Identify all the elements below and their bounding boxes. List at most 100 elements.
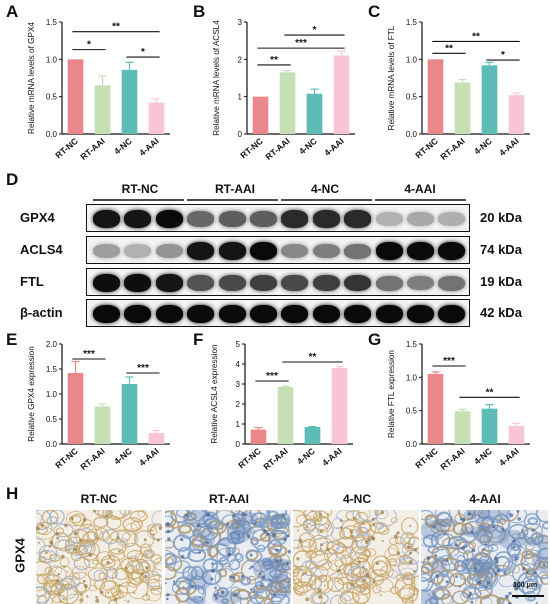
chart-c-bar-rt-aai	[454, 82, 471, 134]
blot-band	[438, 212, 466, 226]
chart-f-y-tick-label: 3	[236, 380, 241, 389]
histology-image-rt-nc	[36, 510, 162, 604]
blot-band	[281, 305, 309, 323]
chart-b-y-tick-label: 1	[238, 93, 243, 102]
panel-letter-g: G	[368, 330, 382, 349]
chart-e-errorbar-rt-aai	[98, 403, 107, 407]
chart-e-errorbar-rt-nc	[71, 360, 80, 373]
blot-kda-acls4: 74 kDa	[480, 242, 522, 257]
histology-texture	[421, 510, 548, 604]
blot-band	[281, 243, 309, 259]
chart-b-y-tick-label: 2	[238, 55, 243, 64]
chart-a-significance-label: *	[141, 47, 145, 58]
blot-band	[155, 274, 183, 292]
blot-band	[124, 305, 152, 323]
blot-band	[93, 244, 120, 258]
blot-band	[93, 305, 120, 323]
chart-f-x-tick-label: 4-AAI	[320, 446, 344, 468]
blot-band	[375, 212, 403, 226]
chart-f-errorbar-4-aai	[335, 366, 344, 368]
blot-band	[250, 274, 277, 292]
chart-a-x-tick-label: RT-NC	[53, 136, 80, 161]
chart-ftl-mrna: 0.0 0.5 1.0 1.5 Relative mRNA levels of FTL R…	[387, 18, 530, 162]
blot-band	[407, 242, 434, 260]
blot-band	[281, 274, 309, 292]
chart-a-significance-label: **	[112, 22, 120, 33]
chart-g-y-tick-label: 1.0	[406, 373, 418, 382]
chart-f-y-tick-label: 0	[236, 440, 241, 449]
blot-band	[155, 305, 183, 323]
chart-g-x-tick-label: 4-NC	[472, 446, 494, 467]
chart-c-x-tick-label: RT-NC	[413, 136, 440, 161]
chart-e-significance-label: ***	[137, 363, 149, 374]
histology-row-label: GPX4	[12, 538, 28, 573]
chart-e-y-tick-label: 0.0	[46, 440, 58, 449]
blot-band	[312, 305, 340, 323]
chart-f-bar-4-nc	[304, 427, 321, 444]
chart-f-significance-label: ***	[266, 371, 278, 382]
chart-a-y-tick-label: 0.5	[46, 93, 58, 102]
blot-band	[218, 211, 246, 227]
blot-band	[155, 243, 183, 259]
blot-band	[312, 210, 340, 228]
chart-c-errorbar-4-aai	[512, 92, 521, 96]
chart-acsl4-mrna: 0 1 2 3 Relative mRNA levels of ACSL4 RT-NCRT…	[212, 18, 355, 162]
chart-gpx4-mrna: 0.0 0.5 1.0 1.5 Relative mRNA levels of GPX4…	[27, 18, 170, 162]
chart-g-bar-rt-aai	[454, 411, 471, 444]
chart-g-y-tick-label: 0.5	[406, 407, 418, 416]
histology-label-rt-nc: RT-NC	[80, 492, 118, 506]
blot-strip-acls4	[86, 236, 470, 264]
histology-texture	[165, 510, 291, 604]
chart-c-significance-label: **	[445, 43, 453, 54]
western-blot: RT-NC RT-AAI 4-NC 4-AAI GPX4 20 kDa ACLS4 7…	[0, 178, 550, 328]
panel-letter-d: D	[6, 170, 19, 189]
chart-f-significance-label: **	[309, 352, 317, 363]
chart-e-x-tick-label: RT-NC	[53, 446, 80, 471]
blot-band	[187, 211, 215, 227]
blot-band	[93, 274, 120, 292]
chart-a-bar-rt-aai	[94, 85, 111, 134]
histology-label-4-aai: 4-AAI	[469, 492, 501, 506]
blot-kda-gpx4: 20 kDa	[480, 210, 522, 225]
histology-label-rt-aai: RT-AAI	[209, 492, 249, 506]
chart-f-x-tick-label: RT-NC	[236, 446, 263, 471]
panel-letter-a: A	[6, 2, 19, 21]
chart-c-y-tick-label: 1.5	[406, 18, 418, 27]
blot-band	[344, 243, 372, 259]
histology-texture	[293, 510, 419, 604]
chart-a-y-tick-label: 0.0	[46, 130, 58, 139]
blot-band	[312, 243, 340, 259]
chart-f-errorbar-rt-aai	[281, 385, 290, 387]
blot-row-label-acls4: ACLS4	[20, 242, 63, 257]
chart-ftl-expression: 0.0 0.5 1.0 1.5 Relative FTL expression RT-NC…	[387, 340, 530, 472]
histology-image-4-nc	[293, 510, 419, 604]
blot-band	[124, 244, 152, 258]
chart-g-errorbar-4-aai	[512, 422, 521, 426]
chart-a-bar-4-aai	[148, 102, 165, 134]
chart-c-bar-4-nc	[481, 65, 498, 134]
blot-band	[438, 275, 466, 291]
chart-f-x-tick-label: RT-AAI	[261, 446, 289, 472]
chart-e-errorbar-4-nc	[125, 376, 134, 384]
chart-b-y-tick-label: 0	[238, 130, 243, 139]
blot-row-label-actin: β-actin	[20, 305, 63, 320]
chart-g-y-axis-label: Relative FTL expression	[387, 350, 396, 438]
chart-g-y-tick-label: 1.5	[406, 340, 418, 349]
blot-band	[312, 274, 340, 292]
chart-f-y-axis-label: Relative ACSL4 expression	[210, 344, 219, 444]
scale-bar-label: 100 μm	[513, 582, 538, 589]
blot-band	[187, 275, 215, 291]
histology-texture	[36, 510, 162, 604]
chart-e-bar-rt-aai	[94, 406, 111, 444]
blot-band	[344, 305, 372, 323]
chart-b-y-axis-label: Relative mRNA levels of ACSL4	[212, 20, 221, 136]
blot-row-label-ftl: FTL	[20, 274, 44, 289]
chart-c-y-axis-label: Relative mRNA levels of FTL	[387, 25, 396, 130]
blot-band	[124, 274, 152, 292]
chart-g-x-tick-label: RT-NC	[413, 446, 440, 471]
chart-c-significance-label: **	[472, 31, 480, 42]
chart-a-x-tick-label: 4-NC	[112, 136, 134, 157]
blot-band	[250, 305, 277, 323]
chart-e-x-tick-label: 4-AAI	[137, 446, 161, 468]
blot-band	[124, 210, 152, 228]
